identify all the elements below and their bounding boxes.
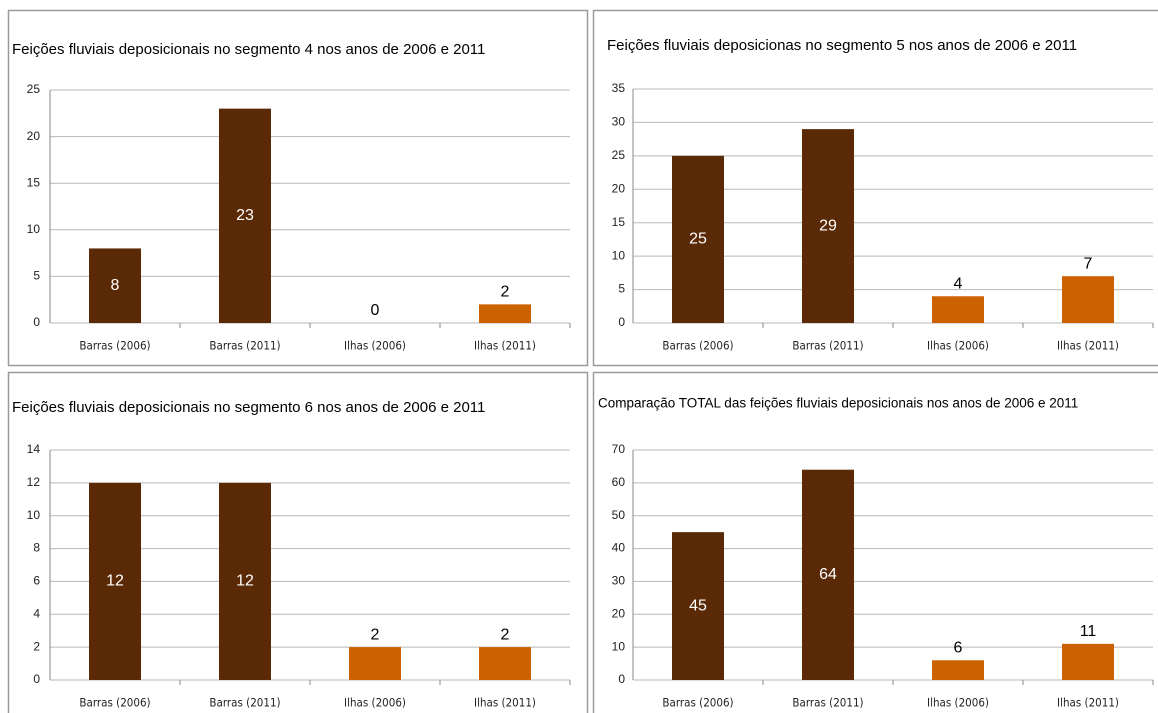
y-tick-label: 35: [612, 81, 626, 95]
bar: [479, 304, 531, 323]
x-tick-label: Ilhas (2006): [927, 339, 989, 353]
value-label: 12: [106, 573, 124, 590]
x-tick-label: Barras (2006): [662, 696, 733, 710]
x-tick-label: Barras (2011): [792, 339, 863, 353]
x-tick-label: Barras (2011): [209, 339, 280, 353]
bar: [672, 155, 724, 323]
y-tick-label: 30: [612, 574, 626, 588]
y-tick-label: 4: [33, 606, 40, 620]
y-tick-label: 2: [33, 639, 40, 653]
y-tick-label: 10: [612, 639, 626, 653]
y-tick-label: 25: [612, 148, 626, 162]
y-tick-label: 15: [612, 215, 626, 229]
y-tick-label: 15: [27, 175, 41, 189]
y-tick-label: 70: [612, 442, 626, 456]
value-label: 45: [689, 597, 707, 614]
chart-title: Feições fluviais deposicionais no segmen…: [12, 399, 485, 416]
value-label: 25: [689, 231, 707, 248]
y-tick-label: 0: [33, 672, 40, 686]
value-label: 23: [236, 207, 254, 224]
y-tick-label: 10: [27, 222, 41, 236]
x-tick-label: Ilhas (2011): [474, 339, 536, 353]
bar: [89, 248, 141, 323]
value-label: 4: [954, 275, 963, 292]
x-tick-label: Barras (2011): [792, 696, 863, 710]
chart-title: Feições fluviais deposicionas no segment…: [607, 37, 1077, 54]
bar: [1062, 643, 1114, 680]
y-tick-label: 60: [612, 475, 626, 489]
y-tick-label: 25: [27, 82, 41, 96]
bar: [219, 482, 271, 680]
y-tick-label: 40: [612, 541, 626, 555]
value-label: 7: [1084, 255, 1093, 272]
y-tick-label: 6: [33, 574, 40, 588]
x-tick-label: Barras (2011): [209, 696, 280, 710]
value-label: 0: [371, 302, 380, 319]
bar: [89, 482, 141, 680]
value-label: 64: [819, 566, 837, 583]
bar: [349, 647, 401, 680]
chart-title: Feições fluviais deposicionais no segmen…: [12, 41, 485, 58]
value-label: 2: [501, 284, 510, 301]
bar: [1062, 276, 1114, 323]
y-tick-label: 0: [618, 315, 625, 329]
value-label: 8: [111, 277, 120, 294]
bar: [219, 108, 271, 323]
value-label: 11: [1080, 623, 1097, 640]
y-tick-label: 12: [27, 475, 41, 489]
x-tick-label: Ilhas (2006): [927, 696, 989, 710]
x-tick-label: Barras (2006): [662, 339, 733, 353]
y-tick-label: 50: [612, 508, 626, 522]
x-tick-label: Ilhas (2011): [1057, 339, 1119, 353]
y-tick-label: 0: [33, 315, 40, 329]
y-tick-label: 10: [612, 248, 626, 262]
x-tick-label: Barras (2006): [79, 696, 150, 710]
y-tick-label: 20: [27, 129, 41, 143]
value-label: 6: [954, 640, 963, 657]
y-tick-label: 5: [33, 269, 40, 283]
y-tick-label: 0: [618, 672, 625, 686]
bar: [932, 296, 984, 323]
x-tick-label: Ilhas (2011): [1057, 696, 1119, 710]
x-tick-label: Barras (2006): [79, 339, 150, 353]
y-tick-label: 30: [612, 115, 626, 129]
x-tick-label: Ilhas (2006): [344, 339, 406, 353]
bar: [932, 660, 984, 680]
value-label: 2: [371, 626, 380, 643]
y-tick-label: 10: [27, 508, 41, 522]
x-tick-label: Ilhas (2006): [344, 696, 406, 710]
value-label: 29: [819, 217, 837, 234]
bar: [802, 469, 854, 680]
y-tick-label: 8: [33, 541, 40, 555]
value-label: 2: [501, 626, 510, 643]
y-tick-label: 5: [618, 282, 625, 296]
y-tick-label: 20: [612, 606, 626, 620]
bar: [802, 129, 854, 323]
x-tick-label: Ilhas (2011): [474, 696, 536, 710]
y-tick-label: 20: [612, 181, 626, 195]
value-label: 12: [236, 573, 254, 590]
chart-title: Comparação TOTAL das feições fluviais de…: [598, 396, 1078, 411]
bar: [479, 647, 531, 680]
y-tick-label: 14: [27, 442, 41, 456]
bar: [672, 532, 724, 680]
